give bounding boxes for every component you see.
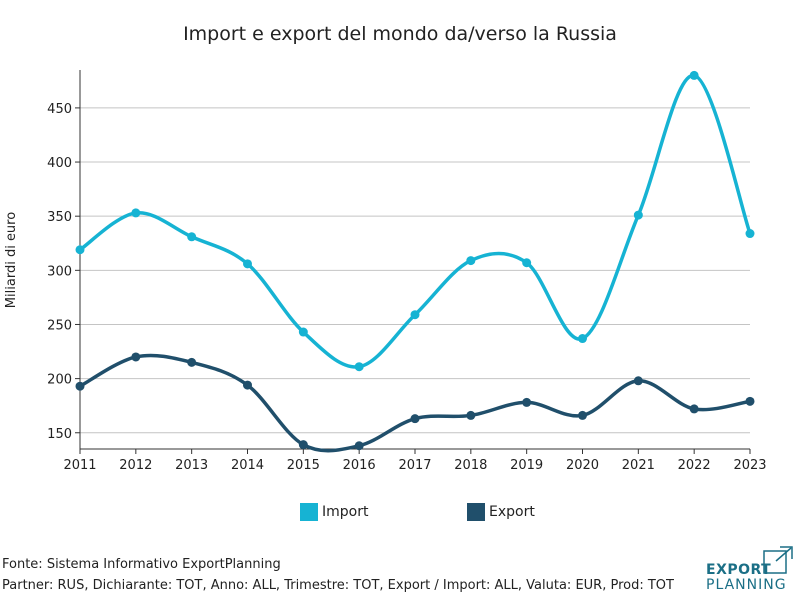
data-point-export[interactable]	[410, 414, 420, 424]
data-point-import[interactable]	[131, 208, 141, 218]
data-point-import[interactable]	[410, 310, 420, 320]
logo-text-export: EXPORT	[706, 562, 772, 578]
legend-swatch-export	[467, 503, 485, 521]
data-point-import[interactable]	[187, 232, 197, 242]
axes: 150 200 250 300 350 400 450 2011 2012 2013 2014 201…	[47, 70, 767, 473]
data-point-export[interactable]	[689, 404, 699, 414]
x-tick-label: 2017	[398, 458, 431, 473]
data-point-export[interactable]	[187, 357, 197, 367]
y-tick-label: 450	[47, 102, 72, 117]
data-point-export[interactable]	[75, 381, 85, 391]
series-layer	[75, 70, 755, 453]
x-tick-label: 2021	[622, 458, 655, 473]
data-point-export[interactable]	[578, 410, 587, 420]
data-point-import[interactable]	[243, 259, 252, 269]
y-tick-label: 250	[47, 318, 72, 333]
logo-text-planning: PLANNING	[706, 577, 787, 593]
y-tick-label: 150	[47, 427, 72, 442]
x-tick-label: 2019	[510, 458, 543, 473]
chart-title: Import e export del mondo da/verso la Ru…	[183, 23, 617, 45]
data-point-export[interactable]	[466, 410, 476, 420]
x-tick-label: 2012	[119, 458, 152, 473]
legend-label-import: Import	[322, 504, 369, 520]
y-tick-label: 300	[47, 264, 72, 279]
legend-swatch-import	[300, 503, 318, 521]
data-point-import[interactable]	[689, 70, 699, 80]
data-point-import[interactable]	[745, 229, 755, 239]
legend-item-export[interactable]: Export	[467, 503, 535, 521]
data-point-import[interactable]	[354, 362, 364, 372]
data-point-import[interactable]	[522, 258, 532, 268]
x-tick-label: 2018	[454, 458, 487, 473]
x-tick-label: 2014	[231, 458, 264, 473]
data-point-import[interactable]	[578, 334, 587, 344]
data-point-export[interactable]	[633, 376, 643, 386]
data-point-export[interactable]	[131, 352, 141, 362]
x-tick-label: 2023	[733, 458, 766, 473]
data-point-export[interactable]	[243, 380, 252, 390]
data-point-export[interactable]	[745, 396, 755, 406]
legend: Import Export	[0, 503, 800, 527]
x-tick-label: 2015	[287, 458, 320, 473]
x-tick-label: 2011	[63, 458, 96, 473]
y-tick-label: 350	[47, 210, 72, 225]
filter-note: Partner: RUS, Dichiarante: TOT, Anno: AL…	[2, 578, 674, 593]
legend-label-export: Export	[489, 504, 535, 520]
data-point-import[interactable]	[633, 210, 643, 220]
legend-item-import[interactable]: Import	[300, 503, 368, 521]
x-tick-label: 2013	[175, 458, 208, 473]
logo-mark-icon	[763, 546, 793, 574]
data-point-export[interactable]	[522, 397, 532, 407]
x-tick-label: 2020	[566, 458, 599, 473]
x-tick-label: 2016	[343, 458, 376, 473]
data-point-import[interactable]	[466, 256, 476, 266]
source-note: Fonte: Sistema Informativo ExportPlannin…	[2, 557, 281, 572]
y-tick-label: 400	[47, 156, 72, 171]
exportplanning-logo: EXPORT PLANNING	[700, 545, 796, 595]
x-tick-label: 2022	[678, 458, 711, 473]
data-point-import[interactable]	[75, 245, 85, 255]
data-point-export[interactable]	[298, 440, 308, 450]
y-axis-label: Miliardi di euro	[4, 212, 19, 308]
data-point-export[interactable]	[354, 441, 364, 451]
series-line-import	[78, 73, 752, 369]
y-tick-label: 200	[47, 373, 72, 388]
data-point-import[interactable]	[298, 327, 308, 337]
series-line-export	[78, 353, 752, 453]
